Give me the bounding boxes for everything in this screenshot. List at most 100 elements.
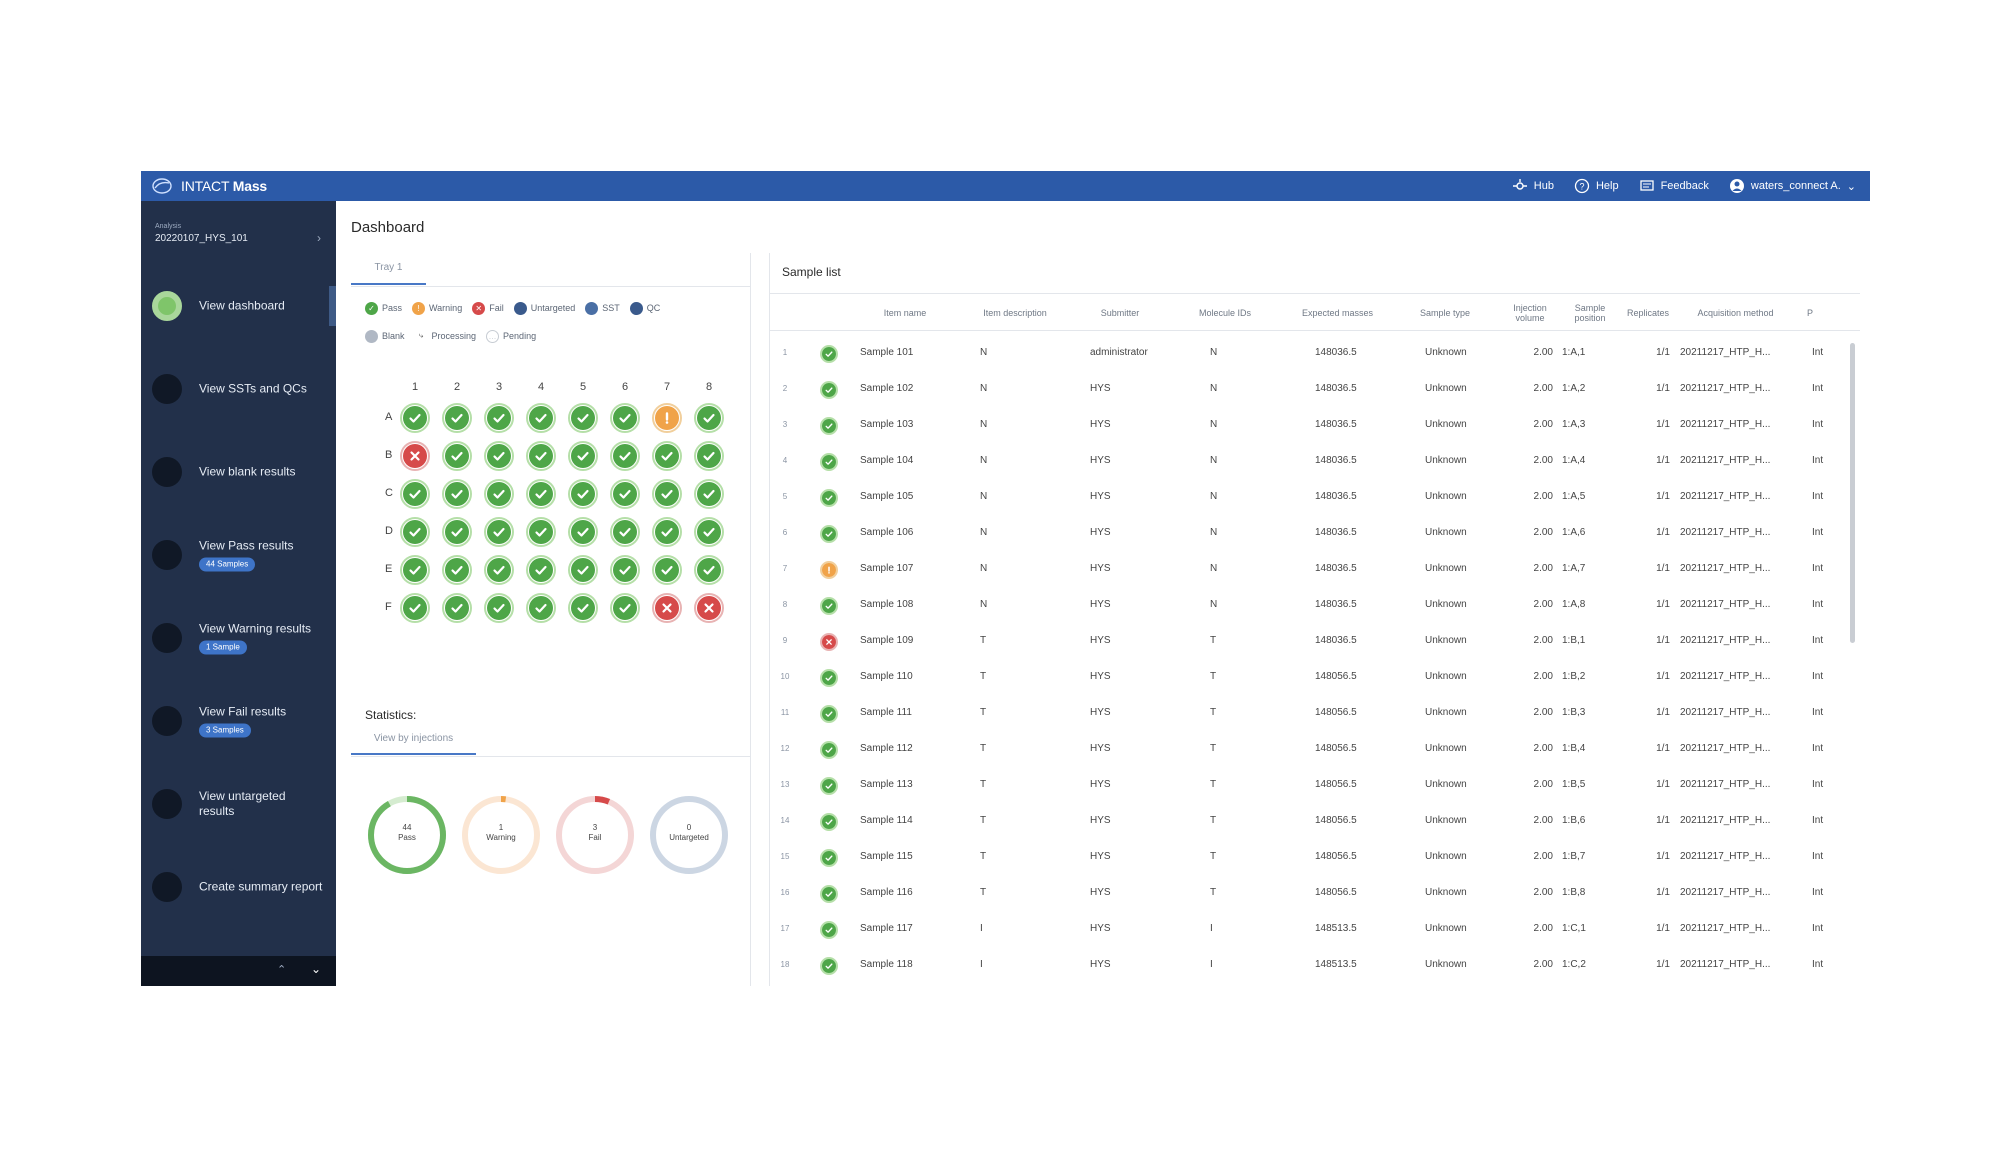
column-header[interactable]: Expected masses [1301, 308, 1374, 318]
chevron-up-icon[interactable]: ⌃ [277, 964, 287, 976]
plate-well[interactable] [568, 555, 598, 585]
sidebar-item-view-untargeted-results[interactable]: View untargeted results [141, 774, 336, 834]
help-link[interactable]: ? Help [1574, 178, 1619, 194]
plate-well[interactable] [442, 403, 472, 433]
plate-well[interactable] [400, 479, 430, 509]
plate-well[interactable] [568, 593, 598, 623]
user-menu[interactable]: waters_connect A. ⌄ [1729, 178, 1856, 194]
table-row[interactable]: 10 Sample 110 T HYS T 148056.5 Unknown 2.00 1:B,… [770, 659, 1850, 695]
sidebar-item-view-warning-results[interactable]: View Warning results 1 Sample [141, 608, 336, 668]
plate-well[interactable] [652, 403, 682, 433]
plate-well[interactable] [694, 517, 724, 547]
plate-well[interactable] [484, 441, 514, 471]
analysis-selector[interactable]: Analysis 20220107_HYS_101 [155, 223, 248, 244]
plate-well[interactable] [400, 555, 430, 585]
plate-well[interactable] [694, 555, 724, 585]
column-header[interactable]: Item description [983, 308, 1047, 318]
column-header[interactable]: Submitter [1100, 308, 1140, 318]
plate-well[interactable] [442, 517, 472, 547]
plate-well[interactable] [694, 479, 724, 509]
plate-well[interactable] [610, 593, 640, 623]
plate-well[interactable] [526, 593, 556, 623]
plate-well[interactable] [610, 479, 640, 509]
plate-well[interactable] [652, 555, 682, 585]
plate-well[interactable] [400, 517, 430, 547]
column-header[interactable]: Sample type [1419, 308, 1471, 318]
plate-well[interactable] [484, 403, 514, 433]
table-row[interactable]: 5 Sample 105 N HYS N 148036.5 Unknown 2.00 1:A,5… [770, 479, 1850, 515]
plate-well[interactable] [400, 403, 430, 433]
column-header[interactable]: Injection volume [1513, 303, 1547, 323]
plate-well[interactable] [568, 441, 598, 471]
sidebar-item-view-fail-results[interactable]: View Fail results 3 Samples [141, 691, 336, 751]
table-row[interactable]: 13 Sample 113 T HYS T 148056.5 Unknown 2.00 1:B,… [770, 767, 1850, 803]
table-row[interactable]: 4 Sample 104 N HYS N 148036.5 Unknown 2.00 1:A,4… [770, 443, 1850, 479]
plate-well[interactable] [652, 517, 682, 547]
sidebar-item-view-blank-results[interactable]: View blank results [141, 442, 336, 502]
table-row[interactable]: 3 Sample 103 N HYS N 148036.5 Unknown 2.00 1:A,3… [770, 407, 1850, 443]
plate-well[interactable] [526, 403, 556, 433]
plate-well[interactable] [610, 403, 640, 433]
plate-well[interactable] [526, 555, 556, 585]
table-row[interactable]: 9 Sample 109 T HYS T 148036.5 Unknown 2.00 1:B,1… [770, 623, 1850, 659]
sidebar-item-view-dashboard[interactable]: View dashboard [141, 276, 336, 336]
plate-well[interactable] [526, 479, 556, 509]
plate-well[interactable] [526, 517, 556, 547]
column-header[interactable]: Molecule IDs [1198, 308, 1252, 318]
stat-donut-untargeted[interactable]: 0 Untargeted [647, 793, 731, 877]
table-row[interactable]: 7 Sample 107 N HYS N 148036.5 Unknown 2.00 1:A,7… [770, 551, 1850, 587]
column-header[interactable]: Item name [883, 308, 927, 318]
plate-well[interactable] [484, 593, 514, 623]
table-row[interactable]: 17 Sample 117 I HYS I 148513.5 Unknown 2.00 1:C,… [770, 911, 1850, 947]
stat-donut-pass[interactable]: 44 Pass [365, 793, 449, 877]
stat-donut-fail[interactable]: 3 Fail [553, 793, 637, 877]
plate-well[interactable] [610, 441, 640, 471]
table-row[interactable]: 8 Sample 108 N HYS N 148036.5 Unknown 2.00 1:A,8… [770, 587, 1850, 623]
table-row[interactable]: 12 Sample 112 T HYS T 148056.5 Unknown 2.00 1:B,… [770, 731, 1850, 767]
stat-donut-warning[interactable]: 1 Warning [459, 793, 543, 877]
plate-well[interactable] [442, 593, 472, 623]
table-row[interactable]: 15 Sample 115 T HYS T 148056.5 Unknown 2.00 1:B,… [770, 839, 1850, 875]
hub-link[interactable]: Hub [1512, 178, 1554, 194]
table-row[interactable]: 2 Sample 102 N HYS N 148036.5 Unknown 2.00 1:A,2… [770, 371, 1850, 407]
plate-well[interactable] [526, 441, 556, 471]
table-row[interactable]: 11 Sample 111 T HYS T 148056.5 Unknown 2.00 1:B,… [770, 695, 1850, 731]
plate-well[interactable] [610, 517, 640, 547]
column-header[interactable]: Sample position [1574, 303, 1606, 323]
plate-well[interactable] [568, 403, 598, 433]
column-header[interactable]: Replicates [1626, 308, 1670, 318]
feedback-link[interactable]: Feedback [1639, 178, 1709, 194]
plate-well[interactable] [568, 517, 598, 547]
plate-well[interactable] [694, 403, 724, 433]
plate-well[interactable] [610, 555, 640, 585]
table-row[interactable]: 14 Sample 114 T HYS T 148056.5 Unknown 2.00 1:B,… [770, 803, 1850, 839]
table-row[interactable]: 16 Sample 116 T HYS T 148056.5 Unknown 2.00 1:B,… [770, 875, 1850, 911]
plate-well[interactable] [442, 441, 472, 471]
plate-well[interactable] [484, 479, 514, 509]
plate-well[interactable] [694, 441, 724, 471]
plate-well[interactable] [400, 441, 430, 471]
tab-view-by-injections[interactable]: View by injections [351, 725, 476, 755]
chevron-down-icon[interactable]: ⌄ [311, 962, 322, 976]
table-row[interactable]: 6 Sample 106 N HYS N 148036.5 Unknown 2.00 1:A,6… [770, 515, 1850, 551]
plate-well[interactable] [694, 593, 724, 623]
plate-well[interactable] [652, 441, 682, 471]
plate-well[interactable] [442, 555, 472, 585]
sidebar-item-create-summary-report[interactable]: Create summary report [141, 857, 336, 917]
table-row[interactable]: 18 Sample 118 I HYS I 148513.5 Unknown 2.00 1:C,… [770, 947, 1850, 983]
column-header[interactable]: Acquisition method [1697, 308, 1774, 318]
plate-well[interactable] [568, 479, 598, 509]
plate-well[interactable] [484, 517, 514, 547]
plate-well[interactable] [652, 479, 682, 509]
table-scrollbar[interactable] [1850, 343, 1855, 643]
sidebar-item-view-pass-results[interactable]: View Pass results 44 Samples [141, 525, 336, 585]
chevron-right-icon[interactable]: › [317, 231, 321, 245]
plate-well[interactable] [484, 555, 514, 585]
column-header[interactable]: P [1806, 308, 1813, 318]
app-logo[interactable]: INTACT Mass [151, 176, 267, 196]
plate-well[interactable] [400, 593, 430, 623]
plate-well[interactable] [652, 593, 682, 623]
sidebar-item-view-ssts-qcs[interactable]: View SSTs and QCs [141, 359, 336, 419]
tab-tray-1[interactable]: Tray 1 [351, 253, 426, 285]
